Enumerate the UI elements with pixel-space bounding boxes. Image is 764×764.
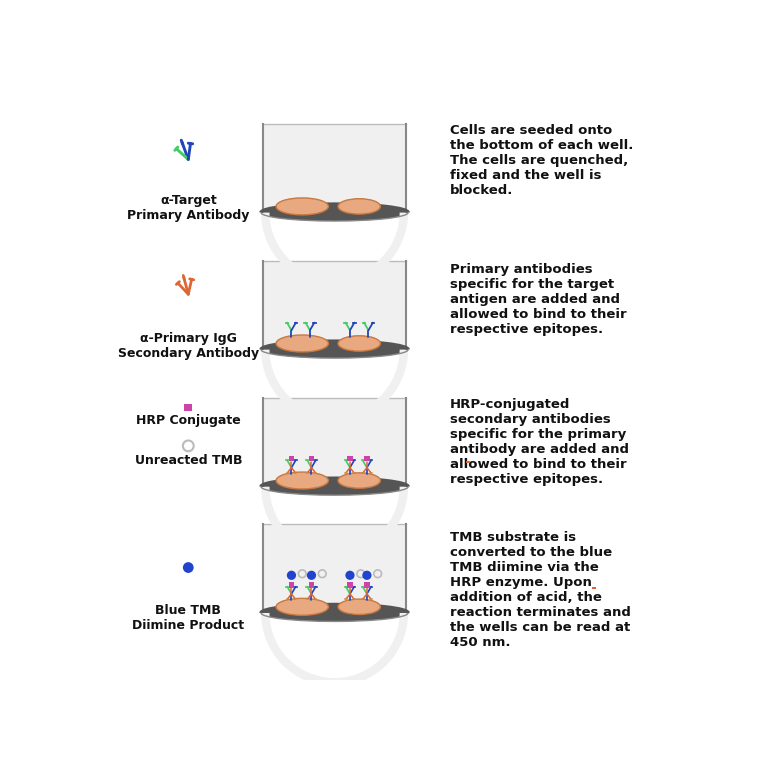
Ellipse shape [338,335,380,351]
Polygon shape [264,524,406,613]
Ellipse shape [261,604,408,621]
Circle shape [345,571,354,580]
Polygon shape [264,398,406,487]
Text: Blue TMB
Diimine Product: Blue TMB Diimine Product [132,604,244,632]
FancyBboxPatch shape [289,582,294,588]
Circle shape [362,571,371,580]
Polygon shape [264,124,406,212]
Text: HRP-conjugated
secondary antibodies
specific for the primary
antibody are added : HRP-conjugated secondary antibodies spec… [450,398,629,486]
Ellipse shape [276,598,329,615]
FancyBboxPatch shape [309,456,314,461]
FancyBboxPatch shape [348,582,353,588]
Ellipse shape [261,342,408,358]
Ellipse shape [276,198,329,215]
Ellipse shape [261,478,408,495]
Text: Unreacted TMB: Unreacted TMB [134,454,242,467]
Text: α-Target
Primary Antibody: α-Target Primary Antibody [127,194,250,222]
Ellipse shape [261,204,408,221]
Text: Primary antibodies
specific for the target
antigen are added and
allowed to bind: Primary antibodies specific for the targ… [450,263,626,335]
Wedge shape [261,212,408,286]
FancyBboxPatch shape [364,582,370,588]
Ellipse shape [276,335,329,352]
Polygon shape [264,261,406,350]
Ellipse shape [338,473,380,488]
Wedge shape [261,613,408,687]
Circle shape [183,562,193,573]
Wedge shape [261,487,408,560]
Circle shape [307,571,316,580]
FancyBboxPatch shape [364,456,370,461]
FancyBboxPatch shape [289,456,294,461]
Circle shape [286,571,296,580]
Text: α-Primary IgG
Secondary Antibody: α-Primary IgG Secondary Antibody [118,332,259,360]
Ellipse shape [338,199,380,214]
FancyBboxPatch shape [309,582,314,588]
Text: HRP Conjugate: HRP Conjugate [136,413,241,426]
Ellipse shape [338,599,380,614]
Text: Cells are seeded onto
the bottom of each well.
The cells are quenched,
fixed and: Cells are seeded onto the bottom of each… [450,124,633,197]
Text: TMB substrate is
converted to the blue
TMB diimine via the
HRP enzyme. Upon
addi: TMB substrate is converted to the blue T… [450,530,631,649]
Ellipse shape [276,472,329,489]
FancyBboxPatch shape [348,456,353,461]
Wedge shape [261,350,408,423]
FancyBboxPatch shape [184,403,192,411]
